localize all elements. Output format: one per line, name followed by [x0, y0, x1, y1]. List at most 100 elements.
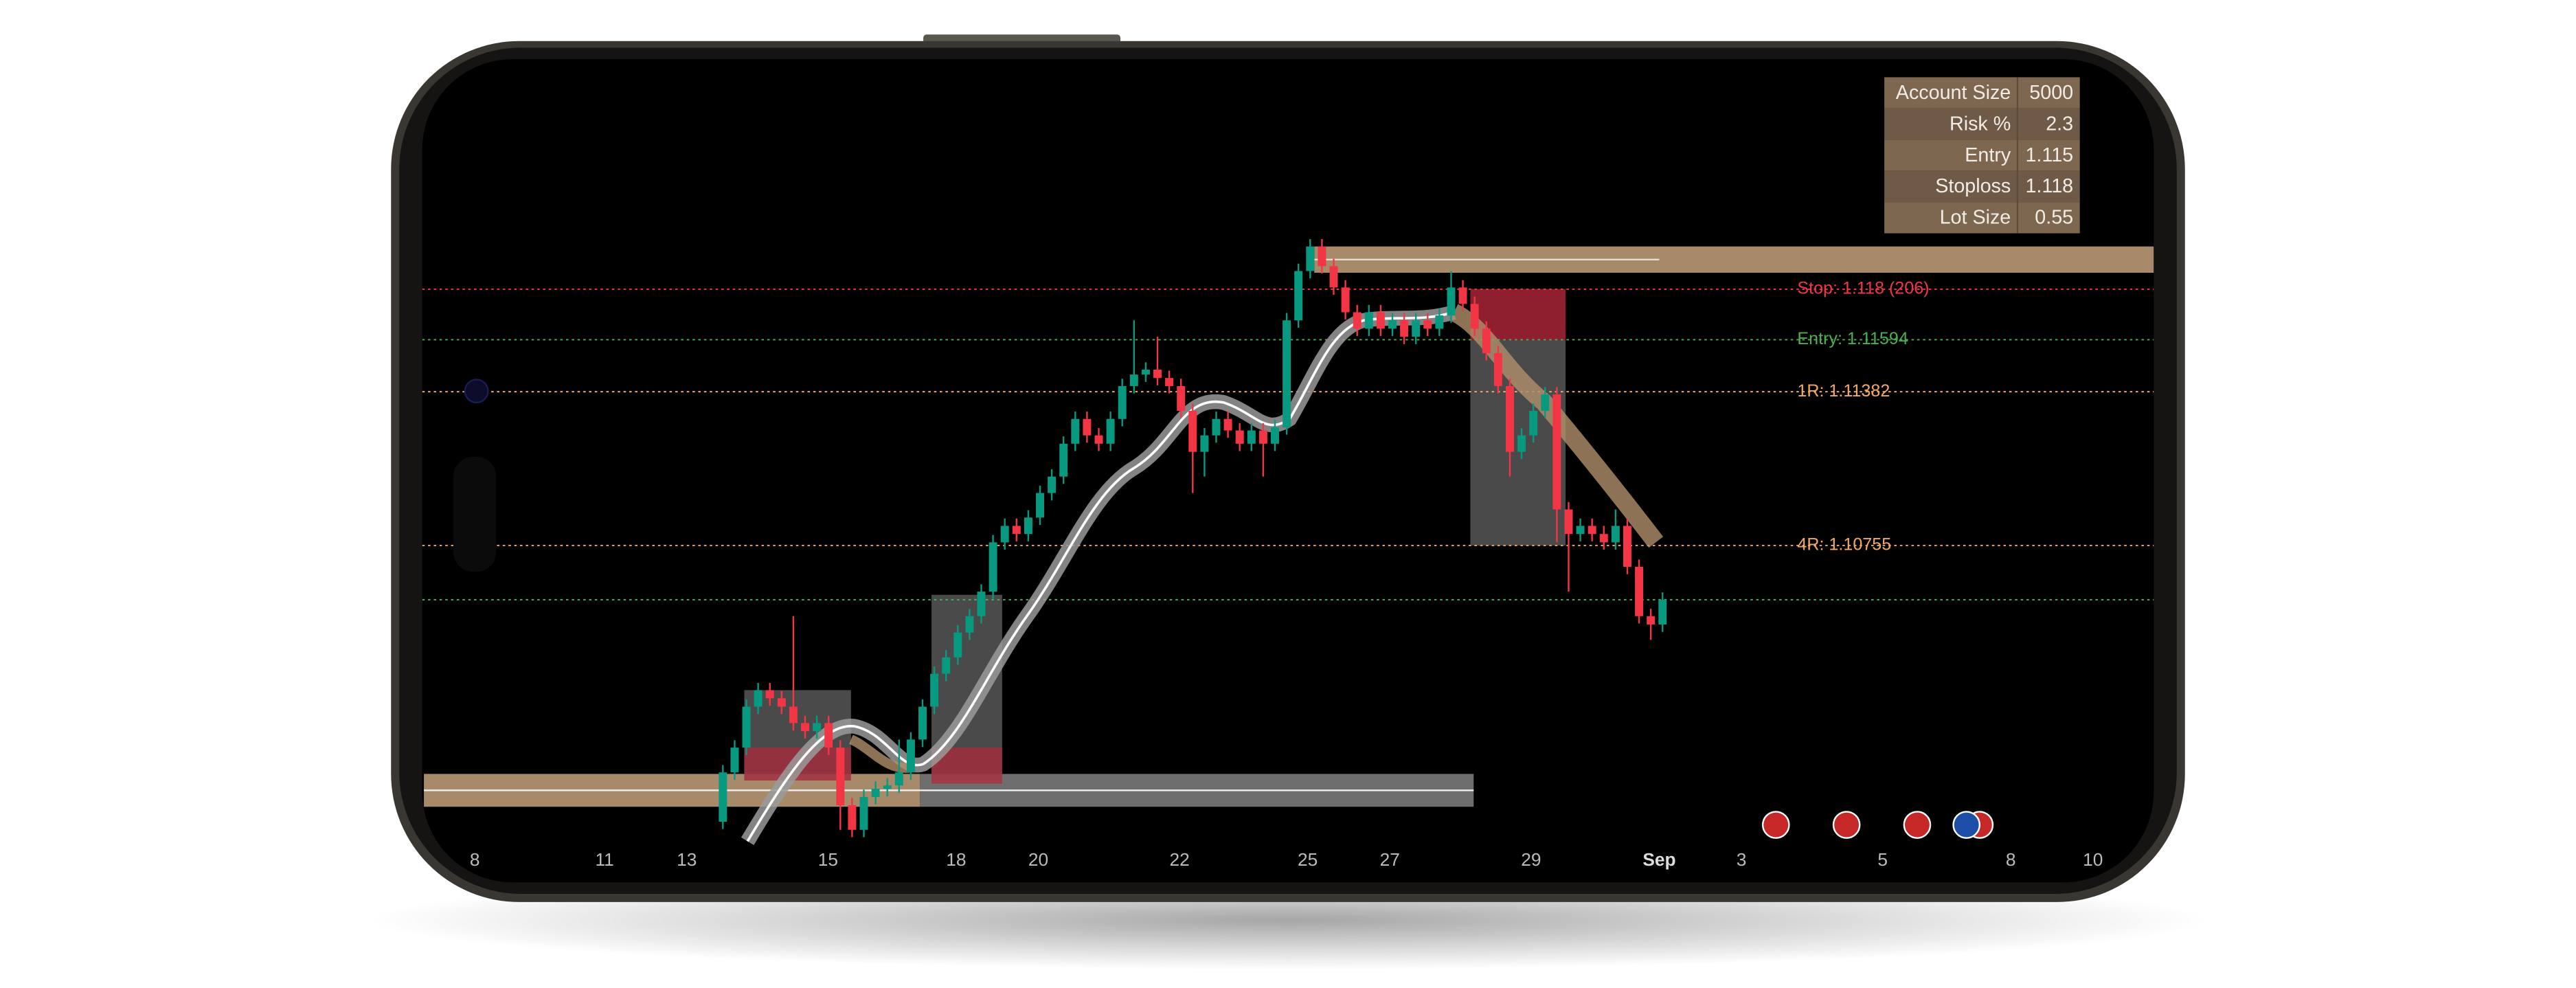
ma-line — [746, 311, 1455, 842]
candle-body — [1129, 374, 1138, 386]
candle-body — [894, 772, 903, 786]
candle-body — [1412, 320, 1421, 337]
candle-body — [848, 805, 857, 830]
candle-body — [1541, 394, 1550, 411]
candle-body — [1188, 410, 1197, 452]
candle-body — [1611, 526, 1620, 543]
candle-body — [1388, 320, 1397, 329]
x-tick-label: 15 — [818, 849, 838, 870]
price-line-label: Stop: 1.118 (206) — [1797, 279, 1929, 298]
candle-body — [1458, 287, 1467, 304]
candle-body — [871, 789, 880, 797]
candle-body — [1165, 378, 1174, 386]
x-tick-label: 8 — [470, 849, 480, 870]
x-tick-label: 3 — [1737, 849, 1747, 870]
candle-body — [1599, 534, 1608, 543]
candle-body — [859, 796, 868, 830]
candle-body — [1048, 476, 1057, 493]
x-tick-label: 22 — [1170, 849, 1190, 870]
x-axis: 8 11 13 15 18 20 22 25 27 29 Sep 3 5 8 10 — [470, 849, 2103, 870]
candle-body — [1235, 430, 1244, 444]
flag-icon[interactable] — [1952, 811, 1981, 839]
candle-body — [1059, 443, 1068, 477]
candle-body — [1036, 493, 1044, 518]
candle-body — [1564, 509, 1573, 535]
risk-table: Account Size 5000 Risk % 2.3 Entry 1.115 Stopl… — [1884, 77, 2080, 234]
candle-body — [1647, 616, 1656, 625]
candle-body — [1482, 328, 1491, 354]
candle-body — [824, 723, 833, 748]
x-tick-label: 18 — [946, 849, 966, 870]
table-row — [1884, 202, 2080, 234]
candle-body — [942, 657, 951, 674]
table-row — [1884, 77, 2080, 109]
table-value: 1.115 — [2025, 144, 2073, 166]
price-line-label: Entry: 1.11594 — [1797, 329, 1908, 348]
table-value: 5000 — [2029, 82, 2073, 104]
candle-body — [1517, 435, 1526, 452]
candle-body — [953, 632, 962, 658]
candle-body — [1447, 287, 1456, 316]
flag-icon[interactable] — [1761, 811, 1790, 839]
candle-body — [754, 690, 762, 707]
x-tick-label: 27 — [1380, 849, 1400, 870]
candle-body — [1294, 271, 1303, 321]
candle-body — [730, 748, 739, 773]
table-label: Entry — [1965, 144, 2011, 166]
table-value: 2.3 — [2046, 113, 2073, 135]
candle-body — [1318, 246, 1326, 267]
candle-body — [1223, 418, 1232, 431]
candle-body — [906, 739, 915, 773]
price-line-label: 4R: 1.10755 — [1797, 535, 1891, 554]
dynamic-island — [453, 456, 497, 572]
event-flags — [1761, 811, 1994, 839]
table-value: 1.118 — [2025, 175, 2073, 197]
table-row — [1884, 139, 2080, 171]
candles — [719, 239, 1667, 838]
candle-body — [1529, 410, 1538, 436]
candle-body — [1153, 369, 1162, 379]
candle-body — [1306, 246, 1315, 271]
flag-icon[interactable] — [1903, 811, 1932, 839]
candle-body — [836, 748, 845, 806]
candle-body — [1376, 312, 1385, 329]
candle-body — [1552, 394, 1561, 510]
candle-body — [1576, 526, 1585, 535]
candle-body — [1329, 266, 1338, 288]
flag-icon[interactable] — [1832, 811, 1861, 839]
candle-body — [1493, 353, 1502, 386]
table-label: Risk % — [1950, 113, 2011, 135]
candle-body — [789, 706, 798, 723]
candle-body — [1212, 418, 1221, 436]
candle-body — [1470, 304, 1479, 329]
candle-body — [1071, 418, 1080, 444]
candle-body — [1588, 526, 1596, 535]
candle-body — [1400, 320, 1409, 337]
table-label: Account Size — [1896, 82, 2011, 104]
table-row — [1884, 170, 2080, 203]
camera-dot — [464, 379, 489, 404]
candle-body — [1118, 385, 1127, 419]
x-tick-label: 29 — [1521, 849, 1541, 870]
candle-body — [1000, 526, 1009, 543]
candle-body — [1200, 435, 1209, 452]
table-label: Lot Size — [1940, 207, 2011, 229]
candle-body — [965, 616, 974, 633]
x-tick-label: 25 — [1298, 849, 1318, 870]
x-tick-label: 13 — [677, 849, 697, 870]
candle-body — [1024, 517, 1032, 535]
candle-body — [1635, 567, 1644, 616]
candle-body — [1435, 315, 1444, 329]
chart-area: Stop: 1.118 (206) Entry: 1.11594 1R: 1.113… — [422, 77, 2154, 870]
candle-body — [777, 698, 786, 707]
table-value: 0.55 — [2035, 207, 2073, 229]
candle-body — [719, 772, 727, 822]
candle-body — [1505, 385, 1514, 452]
candle-body — [1658, 599, 1667, 625]
candle-body — [742, 706, 751, 748]
candle-body — [1341, 287, 1350, 313]
candle-body — [1271, 427, 1279, 444]
candle-body — [1247, 430, 1256, 444]
